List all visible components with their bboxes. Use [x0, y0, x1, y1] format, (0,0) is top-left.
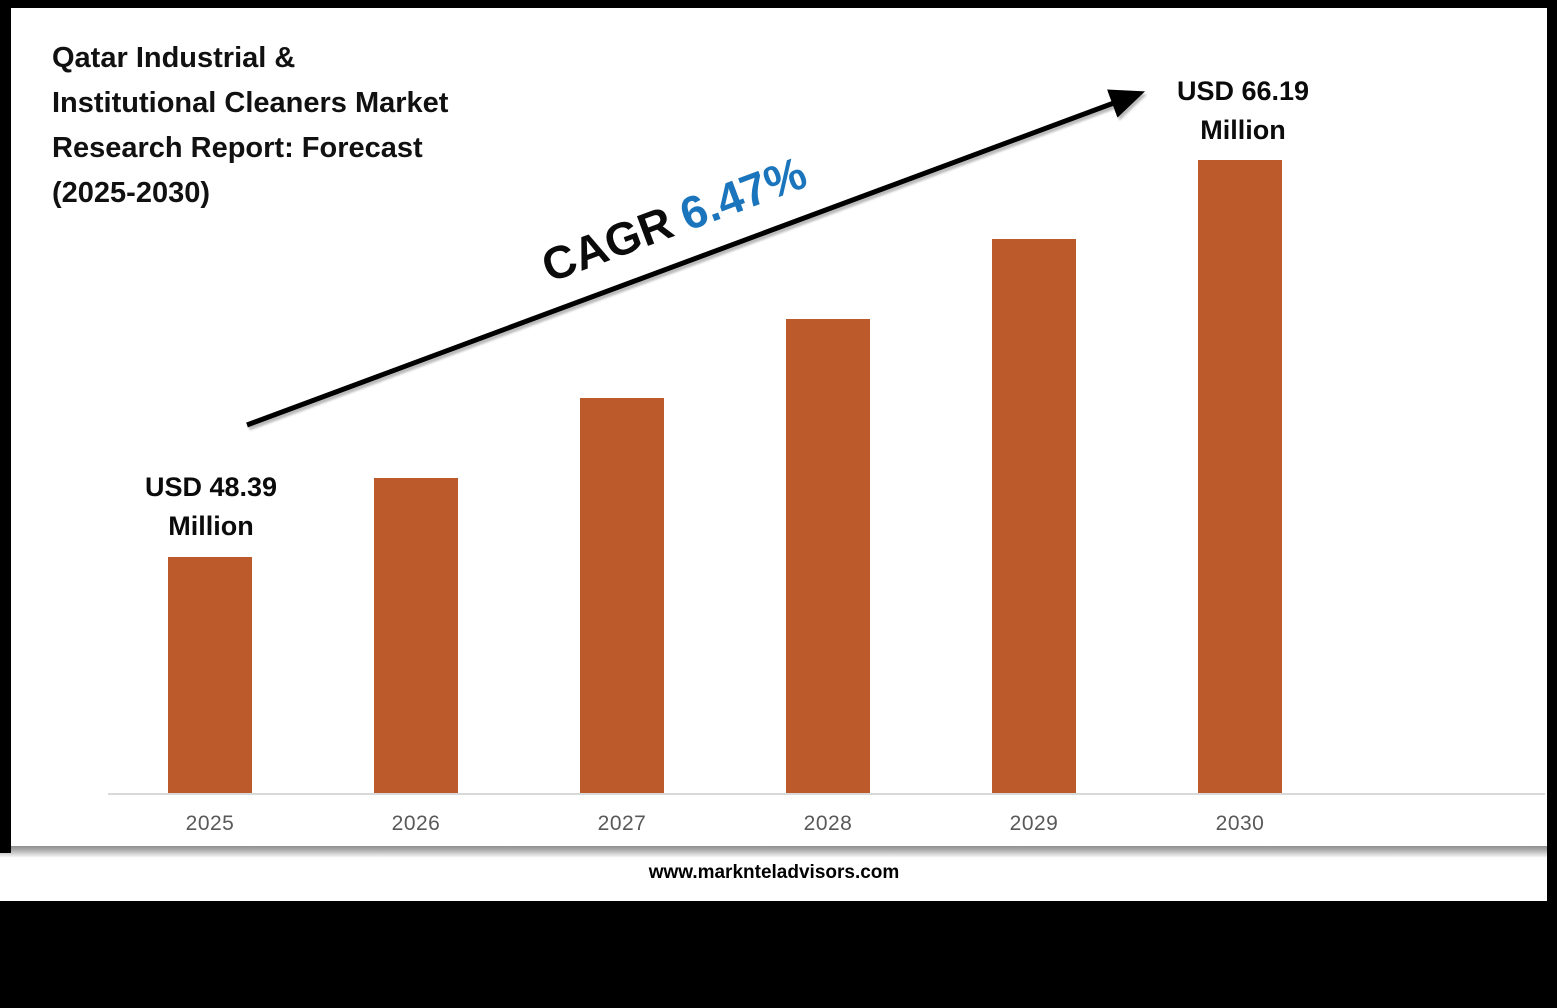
- value-label-2025-line2: Million: [168, 511, 254, 541]
- bar-2029: [992, 239, 1076, 794]
- bar-2030: [1198, 160, 1282, 794]
- frame-border-left: [0, 0, 11, 853]
- website-link: www.marknteladvisors.com: [648, 862, 900, 883]
- x-tick-2026: 2026: [391, 812, 441, 835]
- value-label-2030-line1: USD 66.19: [1176, 76, 1310, 106]
- value-label-2025: USD 48.39 Million: [61, 468, 361, 546]
- value-label-2030: USD 66.19 Million: [1093, 72, 1393, 150]
- x-tick-2025: 2025: [185, 812, 235, 835]
- value-label-2030-line2: Million: [1200, 115, 1286, 145]
- bar-2028: [786, 319, 870, 794]
- x-axis-line: [108, 793, 1545, 795]
- x-tick-2029: 2029: [1009, 812, 1059, 835]
- x-tick-2027: 2027: [597, 812, 647, 835]
- chart-title: Qatar Industrial & Institutional Cleaner…: [52, 42, 449, 209]
- frame-border-right: [1547, 0, 1557, 1008]
- bar-2025: [168, 557, 252, 794]
- value-label-2025-line1: USD 48.39: [144, 472, 278, 502]
- frame-border-bottom: [0, 901, 1557, 1008]
- bar-2026: [374, 478, 458, 794]
- x-tick-2028: 2028: [803, 812, 853, 835]
- frame-border-top: [0, 0, 1557, 8]
- x-tick-2030: 2030: [1215, 812, 1265, 835]
- cagr-value: 6.47%: [672, 146, 814, 241]
- bottom-divider: [0, 846, 1557, 858]
- bar-2027: [580, 398, 664, 794]
